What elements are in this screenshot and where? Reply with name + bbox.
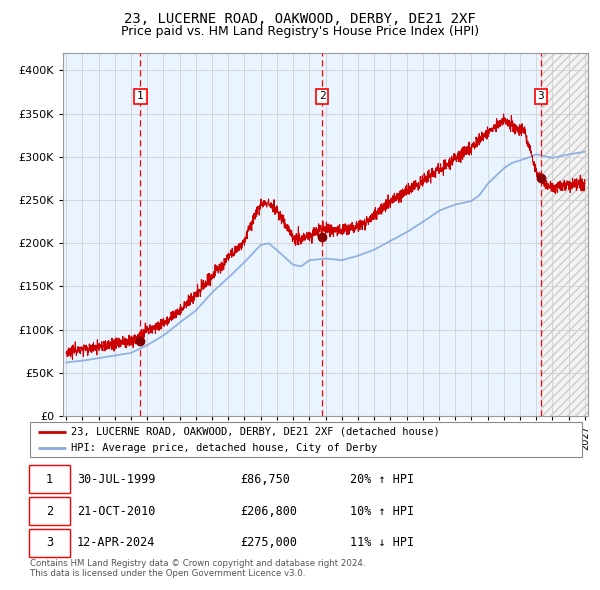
- FancyBboxPatch shape: [29, 466, 70, 493]
- Text: 23, LUCERNE ROAD, OAKWOOD, DERBY, DE21 2XF: 23, LUCERNE ROAD, OAKWOOD, DERBY, DE21 2…: [124, 12, 476, 26]
- FancyBboxPatch shape: [29, 497, 70, 525]
- Text: 20% ↑ HPI: 20% ↑ HPI: [350, 473, 414, 486]
- Text: £86,750: £86,750: [240, 473, 290, 486]
- Text: 23, LUCERNE ROAD, OAKWOOD, DERBY, DE21 2XF (detached house): 23, LUCERNE ROAD, OAKWOOD, DERBY, DE21 2…: [71, 427, 440, 437]
- Text: 3: 3: [46, 536, 53, 549]
- Text: Price paid vs. HM Land Registry's House Price Index (HPI): Price paid vs. HM Land Registry's House …: [121, 25, 479, 38]
- Text: HPI: Average price, detached house, City of Derby: HPI: Average price, detached house, City…: [71, 444, 377, 453]
- Text: 10% ↑ HPI: 10% ↑ HPI: [350, 504, 414, 517]
- Text: 30-JUL-1999: 30-JUL-1999: [77, 473, 155, 486]
- Text: 2: 2: [46, 504, 53, 517]
- FancyBboxPatch shape: [29, 529, 70, 557]
- Text: 2: 2: [319, 91, 326, 101]
- Text: 21-OCT-2010: 21-OCT-2010: [77, 504, 155, 517]
- Text: £275,000: £275,000: [240, 536, 297, 549]
- Text: This data is licensed under the Open Government Licence v3.0.: This data is licensed under the Open Gov…: [30, 569, 305, 578]
- Text: 3: 3: [538, 91, 544, 101]
- Bar: [50, 53, 541, 416]
- Text: 11% ↓ HPI: 11% ↓ HPI: [350, 536, 414, 549]
- Text: £206,800: £206,800: [240, 504, 297, 517]
- Text: 12-APR-2024: 12-APR-2024: [77, 536, 155, 549]
- Text: 1: 1: [137, 91, 144, 101]
- Text: Contains HM Land Registry data © Crown copyright and database right 2024.: Contains HM Land Registry data © Crown c…: [30, 559, 365, 568]
- Text: 1: 1: [46, 473, 53, 486]
- Bar: [541, 53, 600, 416]
- FancyBboxPatch shape: [30, 422, 582, 457]
